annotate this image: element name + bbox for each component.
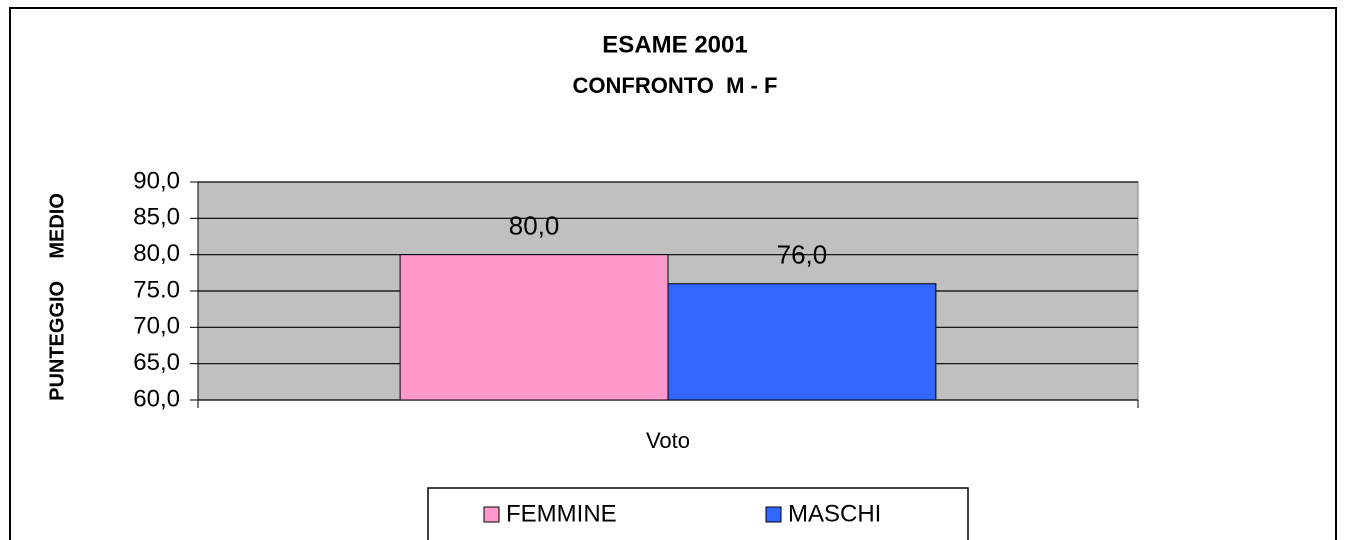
chart-subtitle: CONFRONTO M - F bbox=[573, 73, 778, 98]
data-label: 76,0 bbox=[777, 240, 828, 270]
y-tick-label: 60,0 bbox=[133, 385, 180, 412]
y-tick-label: 65,0 bbox=[133, 349, 180, 376]
legend-swatch bbox=[765, 506, 782, 523]
y-tick-label: 80,0 bbox=[133, 240, 180, 267]
legend bbox=[427, 487, 969, 540]
y-tick-label: 75.0 bbox=[133, 276, 180, 303]
y-tick-label: 90,0 bbox=[133, 167, 180, 194]
chart-title: ESAME 2001 bbox=[602, 31, 747, 58]
y-axis-label: PUNTEGGIO MEDIO bbox=[46, 193, 68, 401]
legend-label: FEMMINE bbox=[506, 500, 617, 527]
x-tick-label: Voto bbox=[646, 428, 690, 453]
data-label: 80,0 bbox=[509, 211, 560, 241]
y-tick-label: 85,0 bbox=[133, 204, 180, 231]
y-tick-label: 70,0 bbox=[133, 313, 180, 340]
bar bbox=[667, 283, 937, 401]
legend-swatch bbox=[483, 506, 500, 523]
bar bbox=[399, 254, 669, 401]
legend-label: MASCHI bbox=[788, 500, 881, 527]
